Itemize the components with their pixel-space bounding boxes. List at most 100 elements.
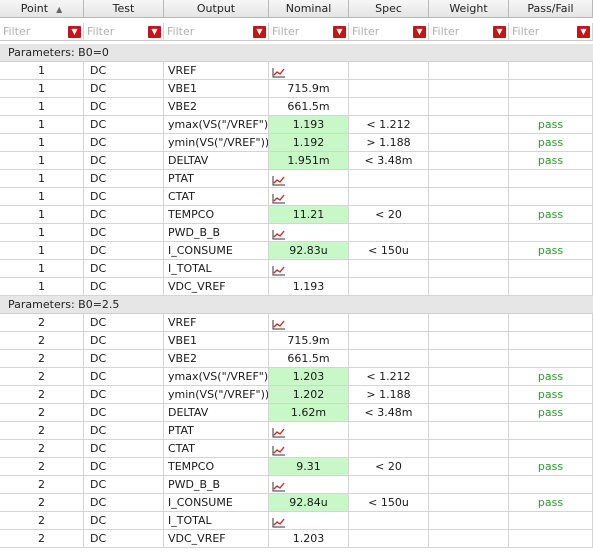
output-cell: CTAT [164,188,269,206]
filter-point[interactable]: Filter ▼ [0,23,84,41]
nominal-value: 1.203 [292,532,325,545]
table-row[interactable]: 1 DC TEMPCO 11.21 < 20 pass [0,206,593,224]
point-cell: 2 [0,368,84,386]
filter-test-text: Filter [87,25,115,38]
column-header-output[interactable]: Output [164,0,269,18]
point-cell: 1 [0,80,84,98]
table-row[interactable]: 2 DC I_TOTAL [0,512,593,530]
test-cell: DC [84,404,164,422]
filter-nominal[interactable]: Filter ▼ [269,23,349,41]
table-row[interactable]: 1 DC ymax(VS("/VREF")) 1.193 < 1.212 pass [0,116,593,134]
weight-cell [429,350,509,368]
column-header-test[interactable]: Test [84,0,164,18]
table-row[interactable]: 1 DC VBE2 661.5m [0,98,593,116]
filter-dropdown-icon[interactable]: ▼ [333,26,346,38]
output-cell: ymin(VS("/VREF")) [164,386,269,404]
column-header-point[interactable]: Point ▲ [0,0,84,18]
pass-fail-cell [509,98,593,116]
test-cell: DC [84,260,164,278]
nominal-value: 1.193 [292,118,325,131]
test-cell: DC [84,332,164,350]
waveform-plot-icon[interactable] [272,426,286,437]
waveform-plot-icon[interactable] [272,264,286,275]
table-row[interactable]: 2 DC I_CONSUME 92.84u < 150u pass [0,494,593,512]
test-cell: DC [84,386,164,404]
point-cell: 2 [0,458,84,476]
table-row[interactable]: 1 DC PTAT [0,170,593,188]
waveform-plot-icon[interactable] [272,516,286,527]
table-row[interactable]: 1 DC PWD_B_B [0,224,593,242]
output-cell: PTAT [164,422,269,440]
filter-output[interactable]: Filter ▼ [164,23,269,41]
output-cell: PWD_B_B [164,476,269,494]
spec-cell: < 20 [349,458,429,476]
table-row[interactable]: 2 DC PTAT [0,422,593,440]
filter-dropdown-icon[interactable]: ▼ [148,26,161,38]
table-row[interactable]: 1 DC ymin(VS("/VREF")) 1.192 > 1.188 pass [0,134,593,152]
table-row[interactable]: 2 DC VBE2 661.5m [0,350,593,368]
table-row[interactable]: 1 DC CTAT [0,188,593,206]
test-cell: DC [84,242,164,260]
filter-test[interactable]: Filter ▼ [84,23,164,41]
table-row[interactable]: 2 DC VDC_VREF 1.203 [0,530,593,548]
table-row[interactable]: 2 DC DELTAV 1.62m < 3.48m pass [0,404,593,422]
waveform-plot-icon[interactable] [272,66,286,77]
table-row[interactable]: 2 DC VBE1 715.9m [0,332,593,350]
table-row[interactable]: 2 DC VREF [0,314,593,332]
column-header-pass-fail[interactable]: Pass/Fail [509,0,593,18]
nominal-cell: 92.83u [269,242,349,260]
filter-weight[interactable]: Filter ▼ [429,23,509,41]
table-row[interactable]: 2 DC PWD_B_B [0,476,593,494]
table-row[interactable]: 1 DC I_CONSUME 92.83u < 150u pass [0,242,593,260]
filter-dropdown-icon[interactable]: ▼ [68,26,81,38]
filter-dropdown-icon[interactable]: ▼ [413,26,426,38]
filter-dropdown-icon[interactable]: ▼ [253,26,266,38]
table-row[interactable]: 1 DC I_TOTAL [0,260,593,278]
column-header-weight[interactable]: Weight [429,0,509,18]
waveform-plot-icon[interactable] [272,174,286,185]
table-row[interactable]: 2 DC TEMPCO 9.31 < 20 pass [0,458,593,476]
header-row: Point ▲ Test Output Nominal Spec Weight P… [0,0,593,18]
filter-dropdown-icon[interactable]: ▼ [577,26,590,38]
group-header-row[interactable]: Parameters: B0=0 [0,44,593,62]
group-header-row[interactable]: Parameters: B0=2.5 [0,296,593,314]
table-row[interactable]: 2 DC ymin(VS("/VREF")) 1.202 > 1.188 pass [0,386,593,404]
table-row[interactable]: 2 DC CTAT [0,440,593,458]
nominal-value: 1.193 [292,280,325,293]
waveform-plot-icon[interactable] [272,444,286,455]
table-row[interactable]: 1 DC DELTAV 1.951m < 3.48m pass [0,152,593,170]
filter-dropdown-icon[interactable]: ▼ [493,26,506,38]
table-row[interactable]: 1 DC VREF [0,62,593,80]
waveform-plot-icon[interactable] [272,318,286,329]
filter-point-text: Filter [3,25,31,38]
point-cell: 1 [0,260,84,278]
nominal-value: 1.62m [290,406,327,419]
pass-fail-cell: pass [509,152,593,170]
column-header-nominal[interactable]: Nominal [269,0,349,18]
waveform-plot-icon[interactable] [272,228,286,239]
spec-cell [349,314,429,332]
filter-pass-fail[interactable]: Filter ▼ [509,23,593,41]
nominal-value: 1.951m [287,154,330,167]
table-row[interactable]: 1 DC VDC_VREF 1.193 [0,278,593,296]
waveform-plot-icon[interactable] [272,480,286,491]
weight-cell [429,368,509,386]
test-cell: DC [84,224,164,242]
sort-up-icon[interactable]: ▲ [56,5,63,14]
test-cell: DC [84,134,164,152]
spec-cell [349,224,429,242]
weight-cell [429,314,509,332]
table-row[interactable]: 2 DC ymax(VS("/VREF")) 1.203 < 1.212 pass [0,368,593,386]
waveform-plot-icon[interactable] [272,192,286,203]
output-cell: TEMPCO [164,206,269,224]
test-cell: DC [84,116,164,134]
pass-fail-cell: pass [509,404,593,422]
nominal-value: 9.31 [296,460,321,473]
filter-spec[interactable]: Filter ▼ [349,23,429,41]
nominal-cell [269,62,349,80]
pass-fail-cell: pass [509,494,593,512]
spec-cell: < 150u [349,242,429,260]
pass-fail-cell [509,224,593,242]
column-header-spec[interactable]: Spec [349,0,429,18]
table-row[interactable]: 1 DC VBE1 715.9m [0,80,593,98]
